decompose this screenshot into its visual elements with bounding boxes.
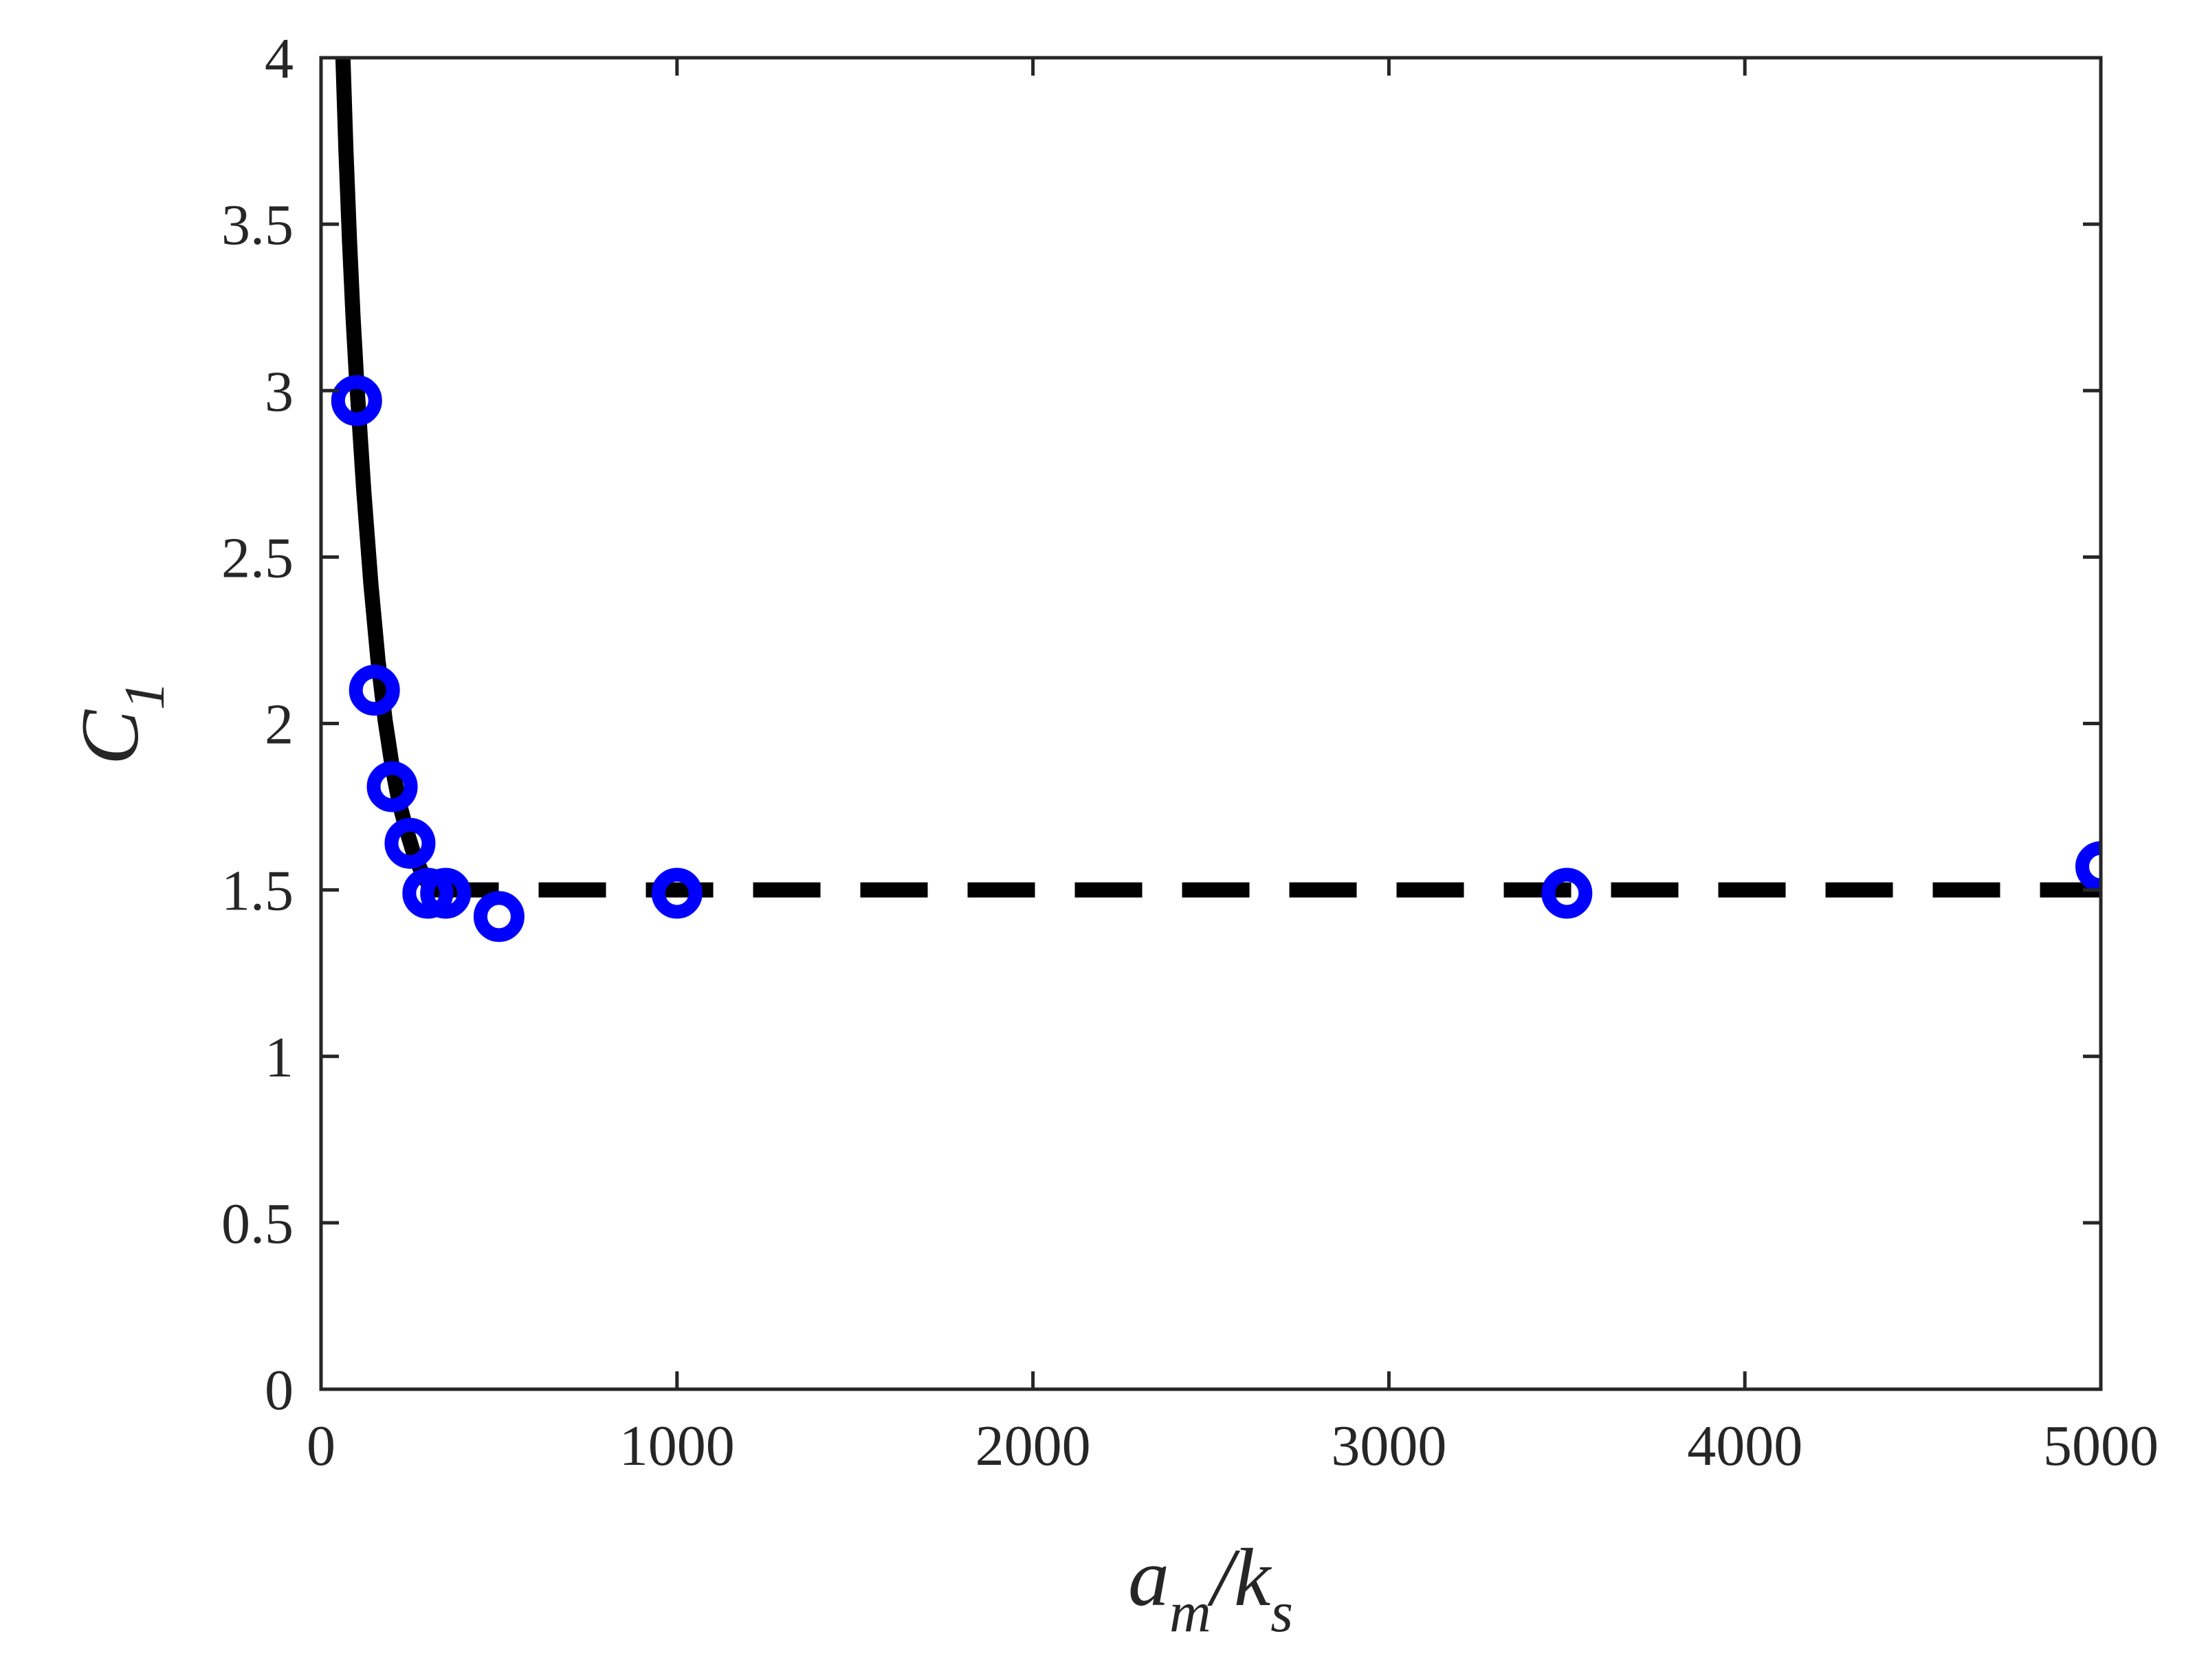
data-point-marker <box>651 867 703 919</box>
data-point-marker <box>402 867 454 919</box>
y-tick-label: 3 <box>265 360 294 423</box>
tick-labels: 0 1000 2000 3000 4000 5000 0 0.5 1 1.5 2 2.5 3 3.5 4 <box>221 27 2159 1478</box>
y-tick-label: 0 <box>265 1358 294 1422</box>
y-tick-label: 1.5 <box>221 859 294 923</box>
y-tick-label: 4 <box>265 27 294 91</box>
ticks-layer <box>319 56 2103 1391</box>
data-point-marker <box>349 665 400 716</box>
series-layer <box>331 58 2101 942</box>
x-tick-label: 3000 <box>1331 1414 1446 1478</box>
y-tick-label: 0.5 <box>221 1192 294 1256</box>
y-tick-label: 2.5 <box>221 526 294 590</box>
y-tick-label: 3.5 <box>221 193 294 257</box>
data-point-marker <box>331 375 382 426</box>
x-tick-label: 5000 <box>2043 1414 2159 1478</box>
x-tick-label: 1000 <box>619 1414 735 1478</box>
data-point-marker <box>366 761 418 813</box>
data-point-marker <box>1541 867 1593 919</box>
data-point-marker <box>473 891 525 942</box>
x-axis-label: am/ks <box>1128 1532 1293 1644</box>
plot-area <box>319 56 2103 1391</box>
y-tick-label: 1 <box>265 1026 294 1090</box>
x-tick-label: 4000 <box>1687 1414 1802 1478</box>
x-tick-label: 2000 <box>975 1414 1091 1478</box>
data-point-marker <box>384 817 436 869</box>
data-point-marker <box>420 867 472 919</box>
y-axis-label: C1 <box>64 681 177 765</box>
y-tick-label: 2 <box>265 693 294 757</box>
x-tick-label: 0 <box>307 1414 335 1478</box>
data-point-marker <box>2075 841 2101 892</box>
